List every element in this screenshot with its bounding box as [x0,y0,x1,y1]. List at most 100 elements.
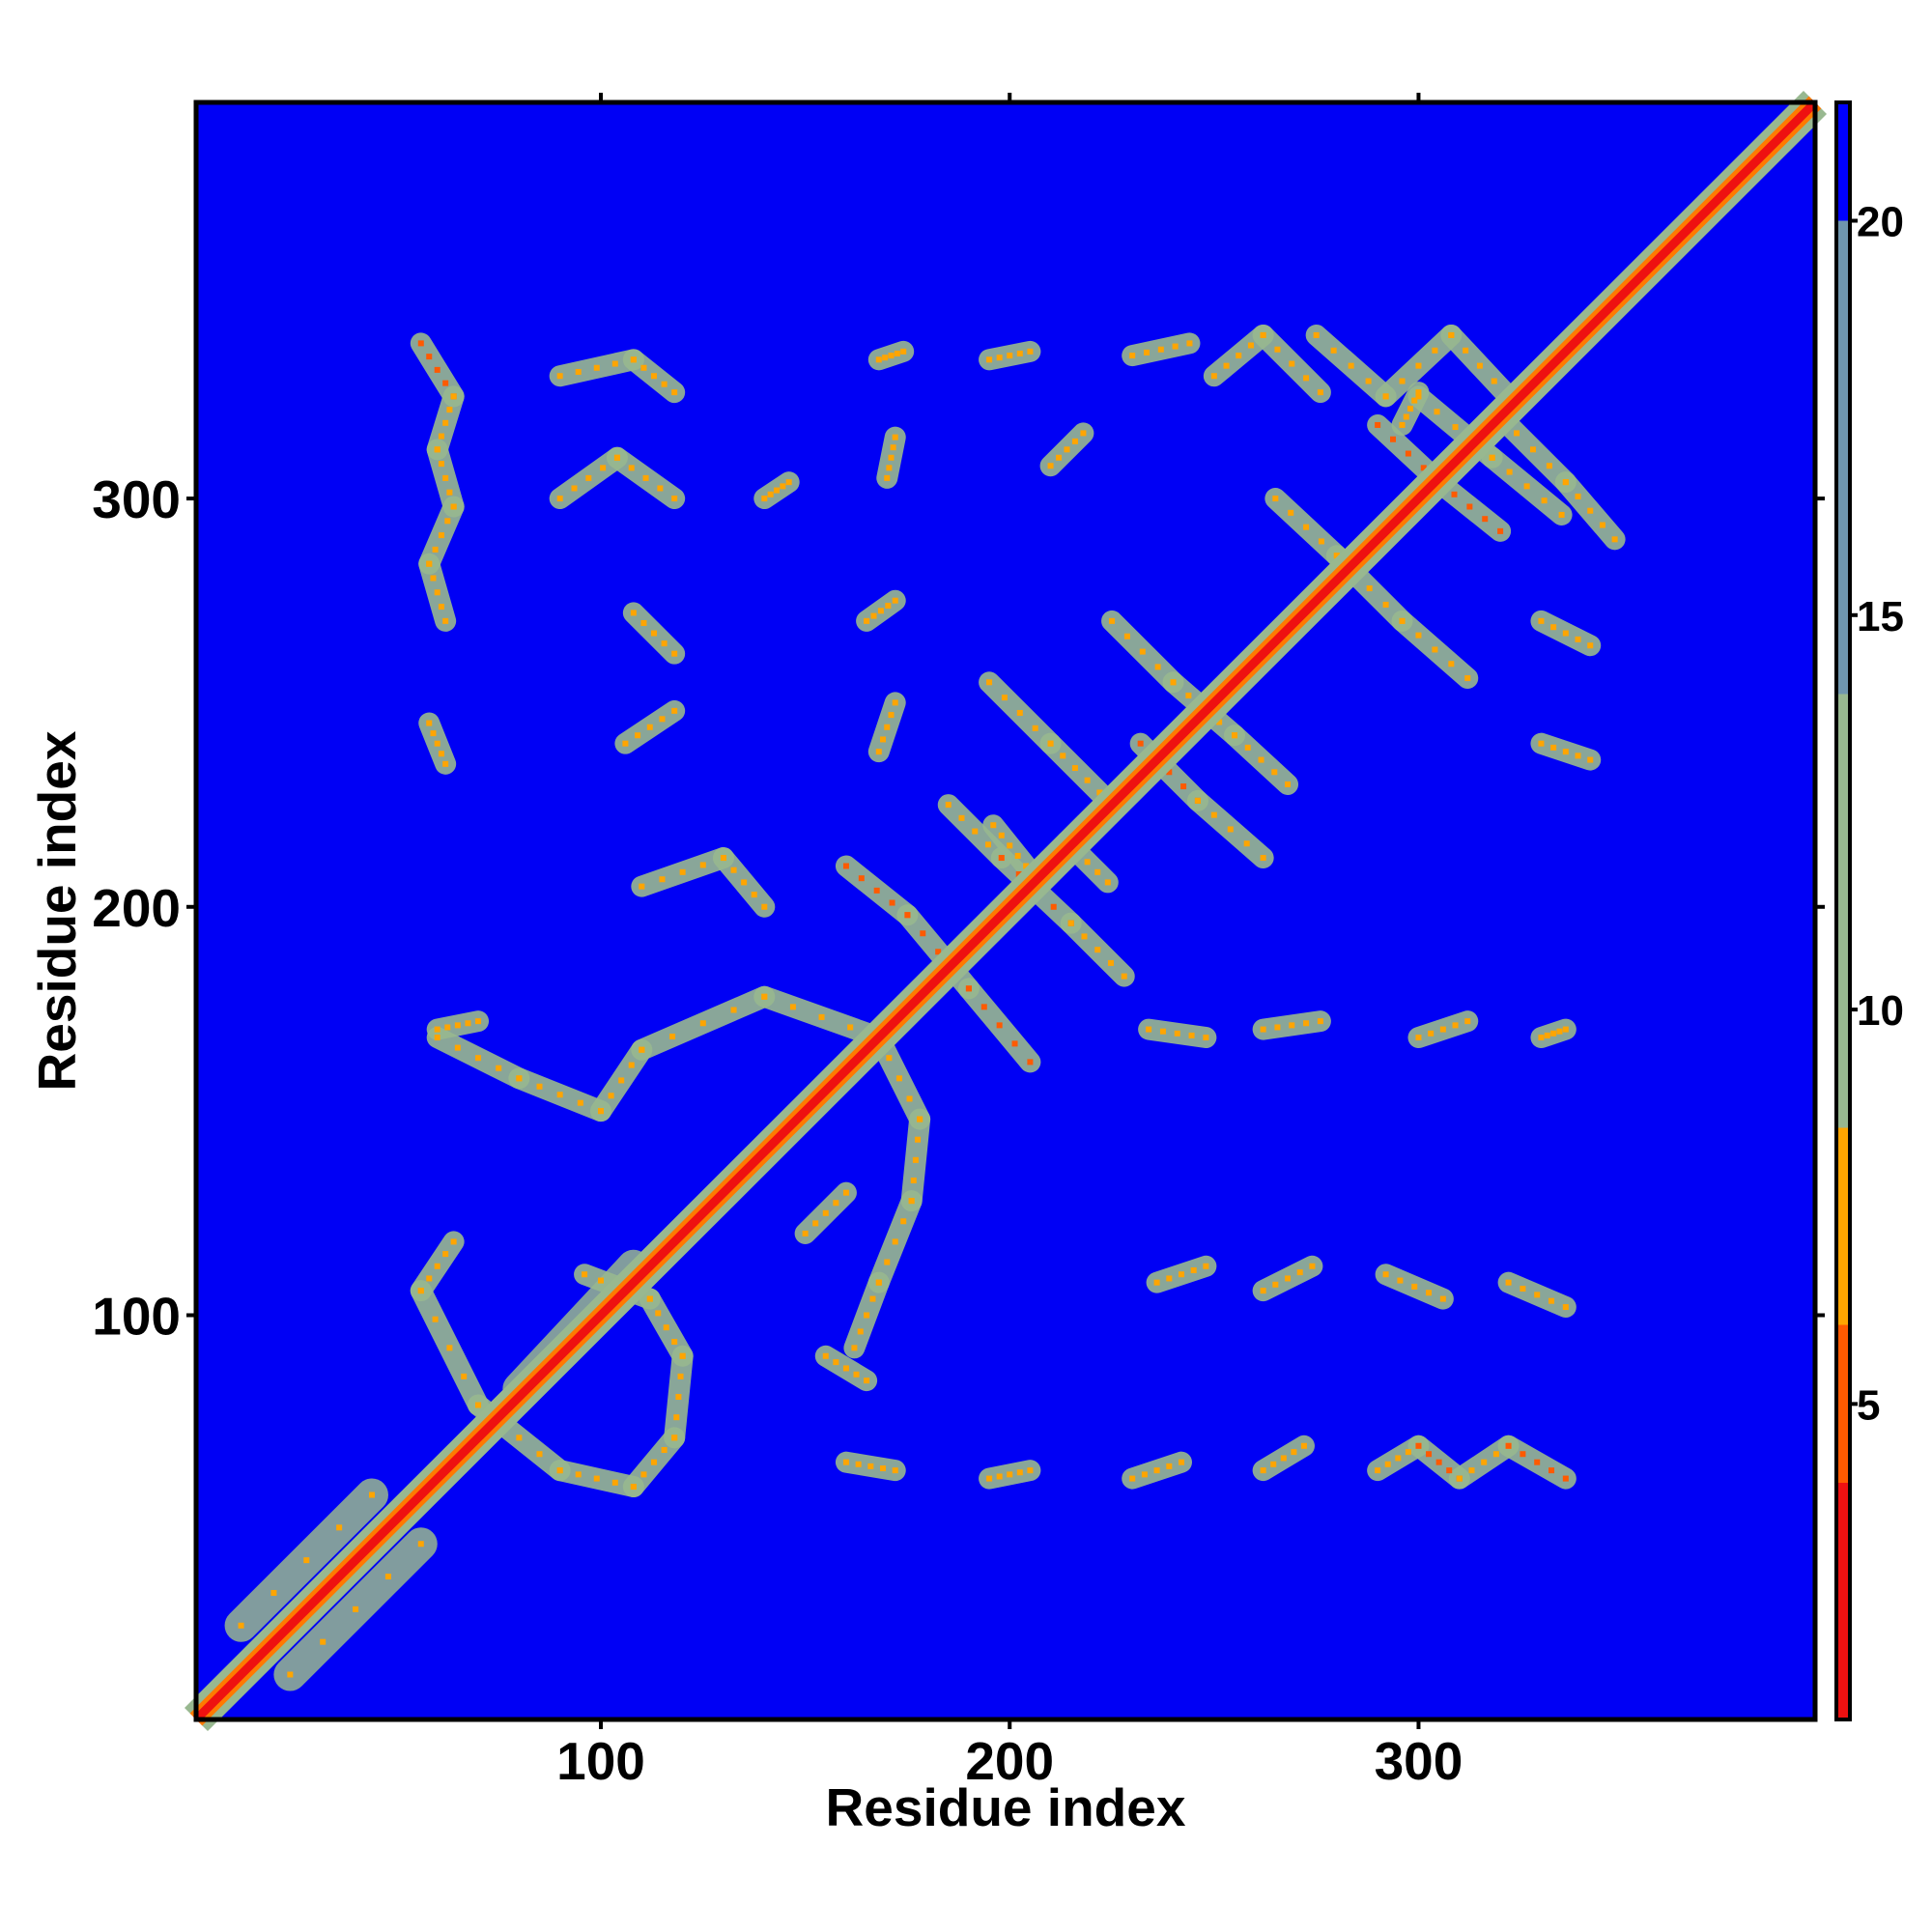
contact-hotspot [434,366,440,373]
contact-hotspot [430,575,437,582]
contact-hotspot [1456,1475,1463,1482]
contact-hotspot [1144,349,1151,355]
contact-hotspot [516,1435,523,1441]
contact-hotspot [842,1459,849,1465]
contact-hotspot [1289,360,1295,367]
contact-hotspot [556,1467,563,1474]
contact-hotspot [1166,769,1173,776]
contact-hotspot [1575,636,1581,642]
contact-hotspot [1016,350,1023,356]
contact-hotspot [577,1099,583,1106]
contact-hotspot [1223,362,1230,369]
contact-hotspot [661,640,668,647]
contact-hotspot [1333,553,1340,559]
contact-hotspot [1027,348,1034,355]
contact-hotspot [430,730,437,737]
contact-hotspot [1384,1461,1391,1467]
contact-hotspot [1446,1467,1453,1474]
contact-hotspot [980,1004,987,1010]
contact-hotspot [417,1288,424,1294]
contact-hotspot [1285,1275,1292,1282]
contact-hotspot [442,617,449,624]
contact-hotspot [1411,1283,1418,1290]
contact-hotspot [438,461,444,468]
contact-hotspot [822,1352,829,1359]
contact-hotspot [1001,695,1008,701]
x-tick-label: 100 [556,1731,645,1791]
contact-hotspot [675,1394,682,1401]
contact-hotspot [1166,1463,1173,1469]
contact-hotspot [917,1116,923,1122]
contact-hotspot [368,1492,375,1498]
contact-hotspot [867,1463,874,1469]
contact-hotspot [1064,446,1070,453]
contact-hotspot [802,1230,809,1236]
contact-hotspot [442,419,449,426]
contact-hotspot [1186,340,1193,347]
contact-hotspot [888,353,895,359]
contact-hotspot [353,1605,359,1612]
contact-hotspot [434,1263,440,1269]
contact-hotspot [1274,1024,1281,1031]
contact-hotspot [1397,1277,1404,1284]
contact-hotspot [1505,1442,1512,1449]
contact-hotspot [842,1365,849,1372]
contact-hotspot [1291,1449,1297,1456]
contact-hotspot [438,532,444,539]
contact-hotspot [1382,393,1389,400]
contact-hotspot [417,340,424,347]
colorbar-gradient [1834,100,1852,1721]
contact-hotspot [864,1312,870,1319]
colorbar: 5 10 15 20 [1834,100,1904,1721]
contact-hotspot [671,1435,678,1441]
contact-hotspot [1415,1442,1422,1449]
contact-hotspot [598,1108,604,1115]
contact-hotspot [475,1402,482,1408]
contact-hotspot [1434,409,1440,415]
contact-hotspot [600,465,607,471]
contact-hotspot [1121,973,1127,980]
contact-hotspot [892,597,898,604]
contact-hotspot [842,1189,849,1196]
contact-hotspot [1129,353,1136,359]
contact-hotspot [1505,1279,1512,1286]
contact-hotspot [1365,378,1372,384]
contact-hotspot [598,1277,604,1284]
contact-hotspot [571,485,578,492]
contact-hotspot [1188,1032,1195,1038]
x-tick-label: 200 [965,1731,1054,1791]
contact-hotspot [892,699,898,706]
contact-hotspot [1180,783,1187,790]
contact-hotspot [556,1092,563,1098]
contact-hotspot [900,1218,907,1225]
contact-hotspot [1556,1028,1563,1035]
contact-hotspot [1481,1459,1488,1465]
contact-hotspot [1303,524,1310,530]
contact-hotspot [465,1020,471,1027]
contact-hotspot [1203,1263,1209,1269]
contact-hotspot [1399,617,1406,624]
contact-hotspot [880,1465,887,1472]
contact-hotspot [853,1371,860,1378]
contact-hotspot [1587,756,1594,763]
contact-hotspot [630,356,637,363]
contact-hotspot [1123,633,1130,639]
contact-hotspot [1244,744,1251,751]
contact-hotspot [671,707,678,714]
contact-hotspot [699,1020,706,1027]
contact-hotspot [669,1033,676,1039]
contact-hotspot [935,949,942,955]
heatmap-plot-area [184,90,1828,1732]
contact-hotspot [1448,331,1455,338]
contact-hotspot [1260,855,1266,862]
contact-hotspot [789,1004,796,1010]
contact-hotspot [303,1557,310,1564]
contact-hotspot [990,822,997,829]
contact-hotspot [833,1200,839,1207]
contact-hotspot [1260,331,1266,338]
contact-hotspot [1007,842,1013,849]
contact-hotspot [1439,1026,1446,1033]
contact-hotspot [884,724,891,730]
contact-hotspot [1094,947,1101,953]
contact-hotspot [1194,797,1201,804]
